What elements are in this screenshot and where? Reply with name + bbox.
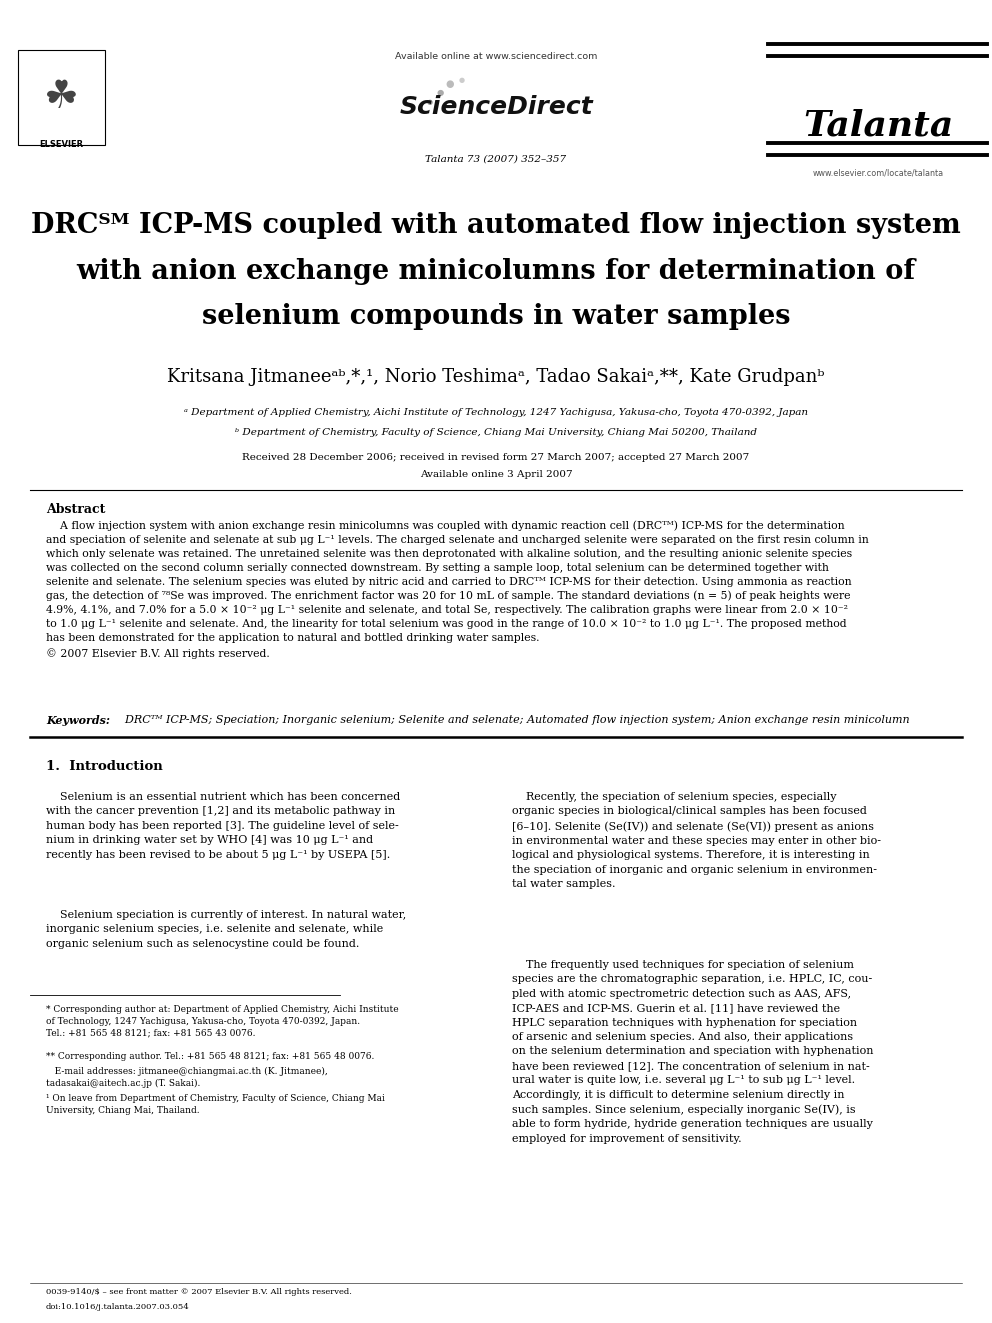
Text: Received 28 December 2006; received in revised form 27 March 2007; accepted 27 M: Received 28 December 2006; received in r… [242,452,750,462]
Text: ●: ● [445,79,454,89]
Text: ☘: ☘ [44,78,78,116]
Text: ScienceDirect: ScienceDirect [399,95,593,119]
Text: Talanta 73 (2007) 352–357: Talanta 73 (2007) 352–357 [426,155,566,164]
Text: E-mail addresses: jitmanee@chiangmai.ac.th (K. Jitmanee),
tadasakai@aitech.ac.jp: E-mail addresses: jitmanee@chiangmai.ac.… [46,1068,327,1088]
Text: Kritsana Jitmaneeᵃᵇ,*,¹, Norio Teshimaᵃ, Tadao Sakaiᵃ,**, Kate Grudpanᵇ: Kritsana Jitmaneeᵃᵇ,*,¹, Norio Teshimaᵃ,… [168,368,824,386]
Text: 0039-9140/$ – see front matter © 2007 Elsevier B.V. All rights reserved.: 0039-9140/$ – see front matter © 2007 El… [46,1289,352,1297]
Text: Recently, the speciation of selenium species, especially
organic species in biol: Recently, the speciation of selenium spe… [512,792,881,889]
Text: Talanta: Talanta [803,108,953,142]
Text: Available online at www.sciencedirect.com: Available online at www.sciencedirect.co… [395,52,597,61]
Text: The frequently used techniques for speciation of selenium
species are the chroma: The frequently used techniques for speci… [512,960,874,1143]
Text: * Corresponding author at: Department of Applied Chemistry, Aichi Institute
of T: * Corresponding author at: Department of… [46,1005,399,1037]
Text: DRCᵀᴹ ICP-MS coupled with automated flow injection system: DRCᵀᴹ ICP-MS coupled with automated flow… [31,212,961,239]
Text: Abstract: Abstract [46,503,105,516]
Text: Keywords:: Keywords: [46,714,110,726]
Text: Available online 3 April 2007: Available online 3 April 2007 [420,470,572,479]
Text: selenium compounds in water samples: selenium compounds in water samples [201,303,791,329]
Text: ** Corresponding author. Tel.: +81 565 48 8121; fax: +81 565 48 0076.: ** Corresponding author. Tel.: +81 565 4… [46,1052,374,1061]
Text: ELSEVIER: ELSEVIER [39,140,83,149]
Text: DRCᵀᴹ ICP-MS; Speciation; Inorganic selenium; Selenite and selenate; Automated f: DRCᵀᴹ ICP-MS; Speciation; Inorganic sele… [118,714,910,725]
Text: ●: ● [436,87,443,97]
Text: ᵃ Department of Applied Chemistry, Aichi Institute of Technology, 1247 Yachigusa: ᵃ Department of Applied Chemistry, Aichi… [184,407,808,417]
Text: ●: ● [427,99,434,105]
Text: Selenium speciation is currently of interest. In natural water,
inorganic seleni: Selenium speciation is currently of inte… [46,910,407,949]
Text: Selenium is an essential nutrient which has been concerned
with the cancer preve: Selenium is an essential nutrient which … [46,792,400,860]
Text: ᵇ Department of Chemistry, Faculty of Science, Chiang Mai University, Chiang Mai: ᵇ Department of Chemistry, Faculty of Sc… [235,429,757,437]
Text: 1.  Introduction: 1. Introduction [46,759,163,773]
Text: doi:10.1016/j.talanta.2007.03.054: doi:10.1016/j.talanta.2007.03.054 [46,1303,189,1311]
Text: ¹ On leave from Department of Chemistry, Faculty of Science, Chiang Mai
Universi: ¹ On leave from Department of Chemistry,… [46,1094,385,1115]
Text: www.elsevier.com/locate/talanta: www.elsevier.com/locate/talanta [812,168,943,177]
Text: ●: ● [459,77,465,83]
Bar [18,50,105,146]
Text: A flow injection system with anion exchange resin minicolumns was coupled with d: A flow injection system with anion excha… [46,520,869,659]
Text: with anion exchange minicolumns for determination of: with anion exchange minicolumns for dete… [76,258,916,284]
